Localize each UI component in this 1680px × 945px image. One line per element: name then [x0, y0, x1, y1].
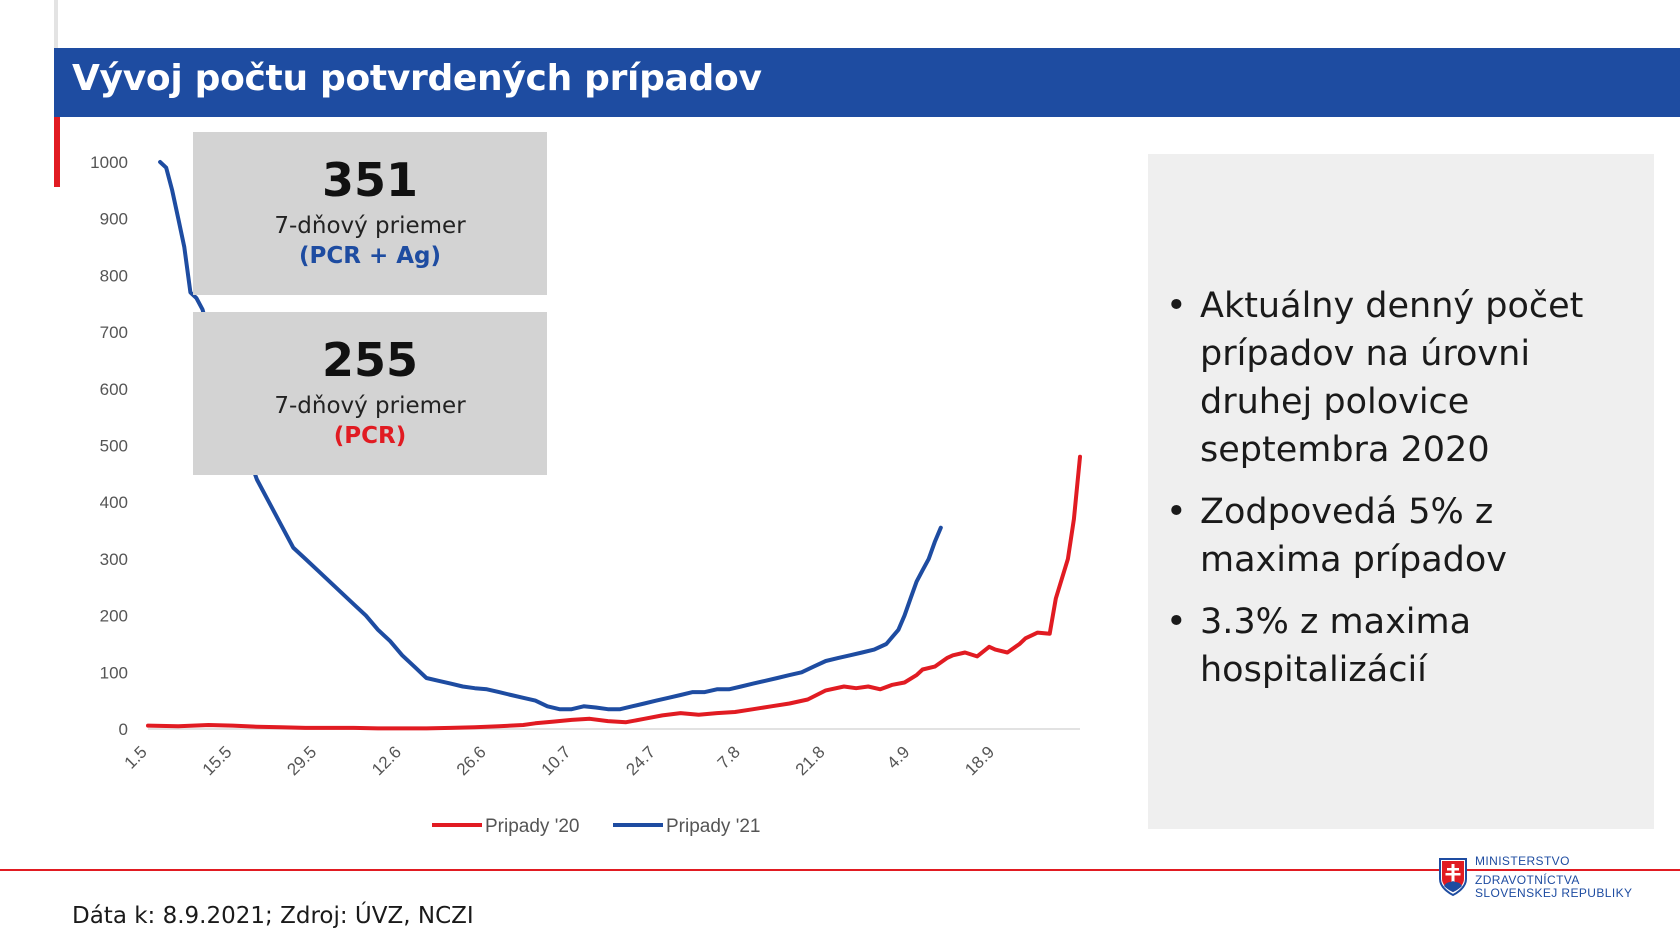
y-tick-label: 200: [100, 607, 128, 626]
coat-of-arms-icon: [1439, 858, 1467, 897]
stat-sub-label: (PCR + Ag): [298, 243, 442, 269]
y-tick-label: 800: [100, 266, 128, 285]
summary-item: • 3.3% z maxima hospitalizácií: [1166, 598, 1636, 694]
stat-box-pcr: 255 7-dňový priemer (PCR): [193, 312, 547, 475]
y-tick-label: 300: [100, 550, 128, 569]
summary-item-text: 3.3% z maxima hospitalizácií: [1200, 602, 1472, 690]
bullet-icon: •: [1166, 602, 1187, 642]
x-axis-ticks: 1.5 15.5 29.5 12.6 26.6 10.7 24.7 7.8 21.8 4.9 18.…: [121, 742, 998, 779]
y-tick-label: 600: [100, 380, 128, 399]
y-tick-label: 0: [119, 720, 128, 739]
summary-item-text: Zodpovedá 5% z maxima prípadov: [1200, 492, 1507, 580]
y-tick-label: 400: [100, 493, 128, 512]
y-tick-label: 900: [100, 210, 128, 229]
title-bar: Vývoj počtu potvrdených prípadov: [54, 48, 1680, 117]
x-tick-label: 12.6: [368, 742, 405, 779]
y-axis-ticks: 0 100 200 300 400 500 600 700 800 900 1000: [90, 153, 128, 739]
x-tick-label: 21.8: [792, 742, 829, 779]
stat-value: 255: [321, 333, 419, 387]
page-title: Vývoj počtu potvrdených prípadov: [72, 58, 762, 99]
stat-label: 7-dňový priemer: [274, 393, 466, 419]
y-tick-label: 1000: [90, 153, 128, 172]
stat-box-pcr-ag: 351 7-dňový priemer (PCR + Ag): [193, 132, 547, 295]
summary-panel: • Aktuálny denný počet prípadov na úrovni…: [1148, 154, 1654, 829]
ministry-name: MINISTERSTVO ZDRAVOTNÍCTVA SLOVENSKEJ RE…: [1475, 855, 1632, 900]
x-tick-label: 10.7: [538, 742, 575, 779]
y-tick-label: 500: [100, 437, 128, 456]
ministry-logo-block: MINISTERSTVO ZDRAVOTNÍCTVA SLOVENSKEJ RE…: [1438, 855, 1668, 905]
x-tick-label: 15.5: [199, 742, 236, 779]
x-tick-label: 24.7: [622, 742, 659, 779]
red-accent-bar: [54, 117, 60, 187]
summary-item-text: Aktuálny denný počet prípadov na úrovni …: [1200, 286, 1584, 470]
data-source-note: Dáta k: 8.9.2021; Zdroj: ÚVZ, NCZI: [72, 903, 474, 929]
x-tick-label: 7.8: [714, 742, 744, 772]
ministry-line-1: MINISTERSTVO: [1475, 854, 1570, 868]
y-tick-label: 100: [100, 663, 128, 682]
x-tick-label: 4.9: [883, 742, 913, 772]
footer-divider: [0, 869, 1680, 871]
bullet-icon: •: [1166, 492, 1187, 532]
stat-value: 351: [321, 153, 419, 207]
legend-label: Pripady '21: [666, 816, 760, 837]
ministry-line-3: SLOVENSKEJ REPUBLIKY: [1475, 886, 1633, 900]
summary-item: • Aktuálny denný počet prípadov na úrovni…: [1166, 282, 1636, 474]
ministry-line-2: ZDRAVOTNÍCTVA: [1475, 873, 1580, 887]
summary-list: • Aktuálny denný počet prípadov na úrovni…: [1166, 282, 1636, 708]
summary-item: • Zodpovedá 5% z maxima prípadov: [1166, 488, 1636, 584]
series-line-pripady-20: [146, 454, 1082, 731]
x-tick-label: 18.9: [961, 742, 998, 779]
stat-label: 7-dňový priemer: [274, 213, 466, 239]
chart-legend: Pripady '20 Pripady '21: [432, 816, 760, 837]
x-tick-label: 29.5: [283, 742, 320, 779]
y-tick-label: 700: [100, 323, 128, 342]
x-tick-label: 1.5: [121, 742, 151, 772]
x-tick-label: 26.6: [453, 742, 490, 779]
stat-sub-label: (PCR): [333, 423, 407, 449]
bullet-icon: •: [1166, 286, 1187, 326]
top-divider: [54, 0, 58, 48]
legend-label: Pripady '20: [485, 816, 579, 837]
